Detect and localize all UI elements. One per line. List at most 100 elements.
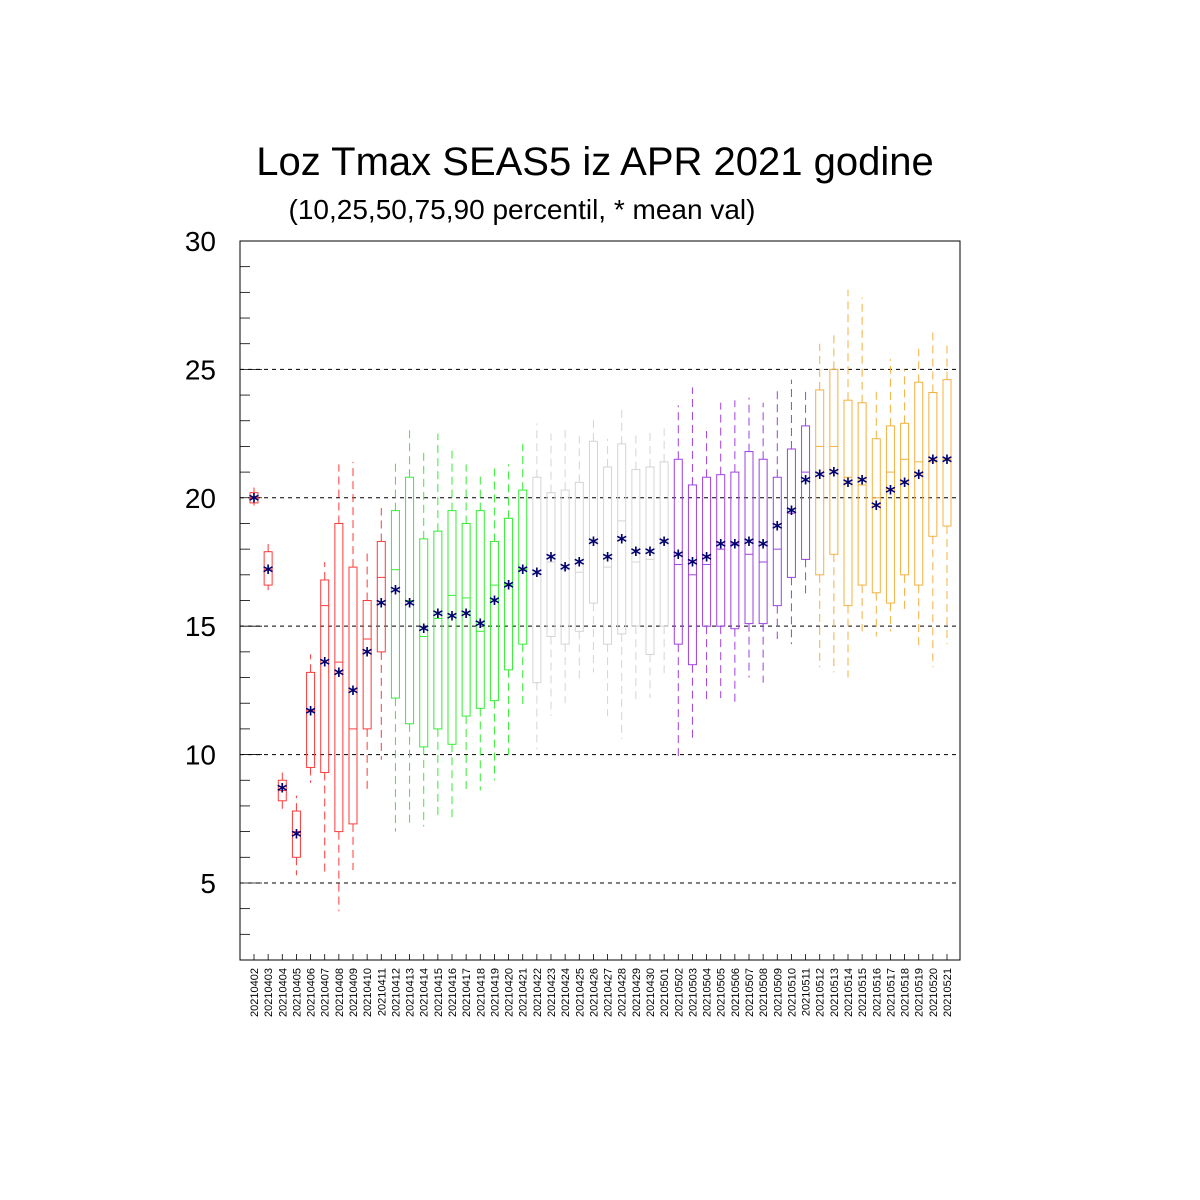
x-tick-label: 20210507 xyxy=(744,968,756,1017)
box-iqr xyxy=(560,489,570,645)
x-tick-label: 20210421 xyxy=(518,968,530,1017)
box-iqr xyxy=(348,566,358,825)
box-20210515 xyxy=(857,297,867,632)
mean-marker: * xyxy=(277,779,288,803)
box-20210426 xyxy=(588,418,598,673)
x-tick-label: 20210410 xyxy=(362,968,374,1017)
mean-marker: * xyxy=(376,594,387,618)
box-20210501 xyxy=(659,428,669,678)
x-tick-label: 20210425 xyxy=(574,968,586,1017)
mean-marker: * xyxy=(871,496,882,520)
mean-marker: * xyxy=(744,532,755,556)
box-20210412 xyxy=(390,459,400,832)
box-iqr xyxy=(645,466,655,655)
chart-subtitle: (10,25,50,75,90 percentil, * mean val) xyxy=(289,194,756,225)
mean-marker: * xyxy=(574,553,585,577)
box-20210416 xyxy=(447,448,457,819)
box-iqr xyxy=(334,522,344,833)
box-20210403 xyxy=(263,544,273,591)
x-tick-label: 20210517 xyxy=(885,968,897,1017)
mean-marker: * xyxy=(546,548,557,572)
x-tick-label: 20210511 xyxy=(801,968,813,1016)
box-iqr xyxy=(843,399,853,607)
y-tick-label: 15 xyxy=(185,611,216,642)
x-tick-label: 20210415 xyxy=(433,968,445,1017)
box-20210410 xyxy=(362,551,372,794)
box-20210405 xyxy=(291,795,301,876)
box-20210511 xyxy=(801,387,811,596)
box-20210419 xyxy=(489,466,499,781)
mean-marker: * xyxy=(687,553,698,577)
box-iqr xyxy=(546,492,556,637)
x-tick-label: 20210506 xyxy=(730,968,742,1017)
box-iqr xyxy=(617,443,627,635)
box-20210404 xyxy=(277,772,287,812)
box-iqr xyxy=(758,458,768,625)
minor-ticks xyxy=(240,240,262,961)
box-20210407 xyxy=(320,561,330,876)
chart-title: Loz Tmax SEAS5 iz APR 2021 godine xyxy=(256,140,933,184)
box-20210520 xyxy=(928,330,938,668)
x-tick-label: 20210430 xyxy=(645,968,657,1017)
box-20210430 xyxy=(645,431,655,699)
y-axis-ticks: 5 10 15 20 25 30 xyxy=(185,226,216,899)
x-tick-label: 20210508 xyxy=(758,968,770,1017)
x-tick-label: 20210503 xyxy=(687,968,699,1017)
box-20210429 xyxy=(631,431,641,704)
box-iqr xyxy=(829,368,839,555)
mean-marker: * xyxy=(913,466,924,490)
box-20210516 xyxy=(871,389,881,637)
mean-marker: * xyxy=(390,581,401,605)
mean-marker: * xyxy=(758,535,769,559)
x-tick-label: 20210515 xyxy=(857,968,869,1017)
mean-marker: * xyxy=(447,607,458,631)
y-tick-label: 5 xyxy=(200,868,216,899)
x-tick-label: 20210509 xyxy=(772,968,784,1017)
box-iqr xyxy=(871,438,881,594)
y-tick-label: 30 xyxy=(185,226,216,257)
mean-marker: * xyxy=(843,473,854,497)
mean-marker: * xyxy=(489,592,500,616)
box-20210427 xyxy=(603,438,613,717)
x-tick-label: 20210521 xyxy=(942,968,954,1017)
box-20210421 xyxy=(518,443,528,709)
box-20210408 xyxy=(334,464,344,912)
x-tick-label: 20210418 xyxy=(475,968,487,1017)
mean-marker: * xyxy=(461,604,472,628)
box-20210406 xyxy=(306,654,316,783)
box-20210513 xyxy=(829,330,839,673)
box-20210521 xyxy=(942,343,952,645)
x-tick-label: 20210412 xyxy=(390,968,402,1017)
x-tick-label: 20210424 xyxy=(560,968,572,1017)
x-tick-label: 20210420 xyxy=(504,968,516,1017)
x-tick-label: 20210429 xyxy=(631,968,643,1017)
box-20210507 xyxy=(744,397,754,678)
x-tick-label: 20210426 xyxy=(588,968,600,1017)
x-tick-label: 20210416 xyxy=(447,968,459,1017)
box-iqr xyxy=(914,381,924,586)
mean-marker: * xyxy=(404,594,415,618)
box-iqr xyxy=(702,476,712,627)
box-iqr xyxy=(631,469,641,627)
mean-marker: * xyxy=(362,643,373,667)
box-20210509 xyxy=(772,389,782,640)
mean-marker: * xyxy=(701,548,712,572)
x-tick-label: 20210419 xyxy=(489,968,501,1017)
box-20210428 xyxy=(617,405,627,740)
x-tick-label: 20210414 xyxy=(419,968,431,1017)
box-iqr xyxy=(504,517,514,671)
mean-marker: * xyxy=(857,471,868,495)
mean-marker: * xyxy=(348,681,359,705)
box-20210409 xyxy=(348,461,358,871)
box-iqr xyxy=(518,489,528,645)
mean-marker: * xyxy=(829,463,840,487)
x-tick-label: 20210423 xyxy=(546,968,558,1017)
mean-marker: * xyxy=(786,502,797,526)
mean-marker: * xyxy=(631,543,642,567)
x-tick-label: 20210411 xyxy=(376,968,388,1016)
box-20210512 xyxy=(815,343,825,668)
x-tick-label: 20210428 xyxy=(617,968,629,1017)
boxes xyxy=(249,289,952,912)
box-iqr xyxy=(942,379,952,527)
